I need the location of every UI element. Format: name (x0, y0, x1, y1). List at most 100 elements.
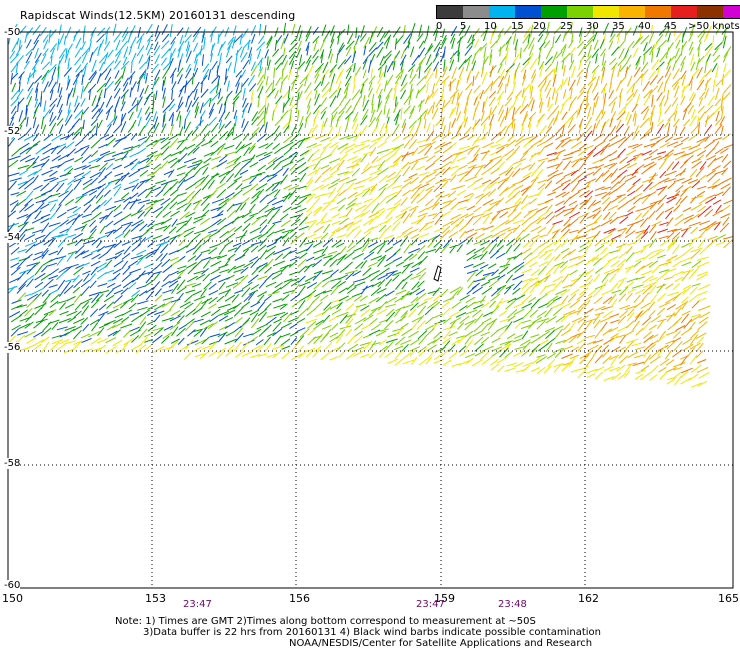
wind-barb (529, 283, 538, 294)
map-frame (7, 31, 734, 589)
wind-barb (673, 81, 679, 91)
wind-barb (601, 273, 610, 283)
wind-barb (424, 324, 435, 331)
wind-barb (441, 288, 449, 297)
wind-barb (113, 295, 123, 304)
wind-barb (624, 30, 627, 42)
wind-barb (723, 199, 733, 205)
wind-barb (50, 55, 53, 66)
wind-barb (475, 196, 484, 205)
wind-barb (491, 346, 503, 352)
wind-barb (371, 125, 379, 135)
wind-barb (505, 63, 515, 73)
wind-barb (697, 46, 700, 57)
wind-barb (218, 198, 230, 206)
wind-barb (161, 258, 171, 268)
wind-barb (593, 319, 601, 329)
wind-barb (207, 321, 218, 330)
wind-barb (417, 280, 425, 288)
wind-barb (523, 136, 534, 141)
wind-barb (499, 46, 502, 57)
wind-barb (656, 186, 667, 191)
wind-barb (121, 241, 131, 246)
wind-barb (554, 261, 565, 267)
wind-barb (121, 260, 129, 270)
wind-barb (625, 27, 632, 36)
wind-barb (96, 262, 107, 269)
wind-barb (538, 302, 549, 309)
wind-barb (107, 277, 117, 282)
wind-barb (456, 156, 467, 162)
wind-barb (119, 300, 129, 309)
wind-barb (593, 296, 603, 305)
wind-barb (456, 92, 460, 106)
wind-barb (416, 33, 424, 42)
wind-barb (663, 80, 667, 93)
wind-barb (441, 178, 452, 182)
wind-barb (154, 310, 165, 316)
wind-barb (651, 220, 662, 227)
wind-barb (712, 105, 722, 115)
wind-barb (698, 284, 711, 291)
wind-barb (296, 48, 302, 59)
wind-barb (403, 231, 413, 238)
wind-barb (611, 282, 619, 291)
lat-label-58: -58 (4, 458, 21, 469)
wind-barb (199, 326, 208, 337)
wind-barb (434, 244, 443, 254)
wind-barb (449, 33, 456, 44)
wind-barb (136, 249, 147, 256)
wind-barb (465, 166, 475, 177)
wind-barb (282, 102, 285, 113)
wind-barb (218, 332, 227, 343)
wind-barb (664, 349, 673, 360)
wind-barb (211, 218, 222, 227)
wind-barb (619, 304, 631, 310)
wind-barb (162, 105, 170, 113)
wind-barb (672, 231, 681, 240)
wind-barb (498, 43, 506, 52)
wind-barb (120, 101, 126, 112)
wind-barb (682, 207, 692, 213)
wind-barb (138, 157, 150, 164)
wind-barb (82, 130, 92, 140)
wind-barb (545, 47, 553, 60)
wind-barb (392, 202, 401, 211)
wind-barb (401, 161, 410, 170)
wind-barb (80, 285, 90, 297)
wind-barb (659, 371, 668, 380)
wind-barb (289, 214, 301, 219)
wind-barb (59, 302, 67, 311)
wind-barb (522, 239, 533, 248)
wind-barb (322, 223, 331, 234)
wind-barb (337, 171, 349, 176)
wind-barb (137, 204, 145, 213)
wind-barb (435, 97, 443, 108)
wind-barb (295, 232, 305, 240)
wind-barb (488, 107, 492, 120)
wind-barb (625, 292, 633, 301)
wind-barb (360, 176, 373, 183)
wind-barb (691, 68, 700, 78)
wind-barb (442, 220, 454, 228)
wind-barb (442, 325, 455, 331)
wind-barb (351, 168, 361, 177)
wind-barb (352, 219, 363, 226)
wind-barb (466, 236, 473, 245)
wind-barb (327, 250, 338, 255)
wind-barb (384, 234, 394, 240)
wind-barb (610, 354, 619, 366)
wind-barb (210, 148, 220, 156)
wind-barb (449, 320, 456, 329)
wind-barb (689, 23, 696, 36)
wind-barb (73, 176, 86, 183)
wind-barb (449, 311, 460, 318)
wind-barb (643, 161, 655, 168)
wind-barb (601, 344, 610, 353)
wind-barb (362, 314, 374, 322)
wind-barb (384, 303, 396, 308)
wind-barb (521, 286, 531, 297)
wind-barb (682, 119, 691, 127)
wind-barb (427, 43, 433, 52)
wind-barb (290, 195, 300, 205)
